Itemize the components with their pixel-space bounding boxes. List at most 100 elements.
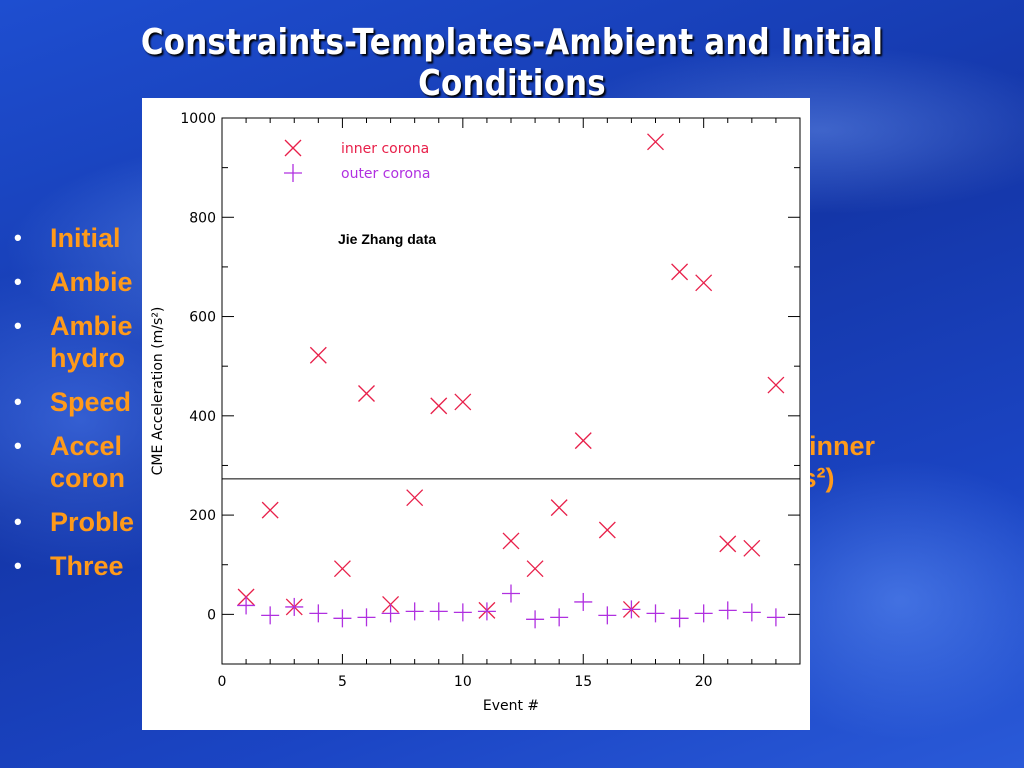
y-tick-label: 200 bbox=[189, 508, 216, 524]
axis-ticks bbox=[221, 117, 801, 665]
marker-stroke bbox=[767, 376, 785, 394]
bullet-text: Initial bbox=[50, 223, 121, 253]
y-tick-label: 0 bbox=[207, 607, 216, 623]
legend-marker-inner-corona bbox=[284, 139, 302, 157]
bullet-text: Speed bbox=[50, 387, 132, 417]
marker-stroke bbox=[358, 385, 375, 402]
inner-corona-point bbox=[743, 539, 761, 557]
plot-frame bbox=[221, 117, 801, 665]
bullet-text: Three bbox=[50, 551, 124, 581]
outer-corona-point bbox=[742, 603, 761, 622]
inner-corona-point bbox=[767, 376, 785, 394]
outer-corona-point bbox=[309, 604, 328, 623]
outer-corona-point bbox=[718, 601, 737, 620]
y-tick-label: 800 bbox=[189, 210, 216, 226]
marker-stroke bbox=[671, 263, 689, 281]
outer-corona-point bbox=[237, 596, 256, 615]
inner-corona-point bbox=[261, 501, 279, 519]
outer-corona-point bbox=[574, 592, 593, 611]
outer-corona-point bbox=[381, 604, 400, 623]
data-points bbox=[237, 133, 785, 629]
outer-corona-point bbox=[261, 606, 280, 625]
outer-corona-point bbox=[333, 609, 352, 628]
marker-stroke bbox=[430, 397, 448, 415]
marker-stroke bbox=[550, 499, 568, 517]
outer-corona-point bbox=[694, 604, 713, 623]
marker-stroke bbox=[719, 535, 737, 553]
marker-stroke bbox=[598, 521, 616, 539]
marker-stroke bbox=[502, 532, 520, 550]
bullet-symbol: • bbox=[14, 553, 22, 578]
outer-corona-point bbox=[357, 608, 376, 627]
marker-stroke bbox=[743, 539, 761, 557]
outer-corona-point bbox=[766, 608, 785, 627]
bullet-symbol: • bbox=[14, 433, 22, 458]
y-tick-label: 400 bbox=[189, 409, 216, 425]
slide-title: Constraints-Templates-Ambient and Initia… bbox=[140, 22, 884, 104]
inner-corona-point bbox=[309, 346, 327, 364]
y-axis-label: CME Acceleration (m/s²) bbox=[150, 307, 166, 476]
x-axis-label: Event # bbox=[483, 698, 539, 714]
bullet-symbol: • bbox=[14, 389, 22, 414]
outer-corona-point bbox=[453, 603, 472, 622]
bullet-text-line2: hydro bbox=[50, 343, 126, 373]
bullet-symbol: • bbox=[14, 269, 22, 294]
marker-stroke bbox=[526, 560, 544, 578]
inner-corona-point bbox=[719, 535, 737, 553]
marker-stroke bbox=[406, 489, 424, 507]
outer-corona-point bbox=[285, 597, 304, 616]
x-tick-label: 5 bbox=[338, 674, 347, 690]
x-tick-label: 15 bbox=[574, 674, 592, 690]
inner-corona-point bbox=[406, 489, 424, 507]
marker-stroke bbox=[695, 274, 713, 292]
bullet-text: Accel bbox=[50, 431, 123, 461]
inner-corona-point bbox=[454, 393, 472, 411]
inner-corona-point bbox=[526, 560, 544, 578]
inner-corona-point bbox=[550, 499, 568, 517]
y-tick-label: 600 bbox=[189, 310, 216, 326]
chart-legend: inner corona outer corona bbox=[284, 139, 430, 182]
bullet-text: Ambie bbox=[50, 311, 133, 341]
bullet-item: • Ambie bbox=[14, 266, 994, 298]
bullet-symbol: • bbox=[14, 313, 22, 338]
outer-corona-point bbox=[550, 608, 569, 627]
inner-corona-point bbox=[647, 133, 664, 151]
legend-label: inner corona bbox=[341, 141, 429, 157]
outer-corona-point bbox=[405, 602, 424, 621]
legend-label: outer corona bbox=[341, 166, 430, 182]
marker-stroke bbox=[647, 133, 664, 151]
marker-stroke bbox=[454, 393, 472, 411]
x-tick-label: 20 bbox=[695, 674, 713, 690]
inner-corona-point bbox=[574, 432, 592, 450]
outer-corona-point bbox=[477, 602, 496, 621]
chart-panel: 0 5 10 15 20 0 200 400 600 800 1000 CME Accelerati… bbox=[142, 98, 810, 730]
inner-corona-point bbox=[695, 274, 713, 292]
marker-stroke bbox=[333, 560, 351, 578]
x-tick-label: 0 bbox=[218, 674, 227, 690]
bullet-text: Ambie bbox=[50, 267, 133, 297]
legend-marker-outer-corona bbox=[284, 164, 302, 182]
bullet-text-line2: coron bbox=[50, 463, 126, 493]
outer-corona-point bbox=[429, 602, 448, 621]
marker-stroke bbox=[574, 432, 592, 450]
inner-corona-point bbox=[502, 532, 520, 550]
bullet-text: Proble bbox=[50, 507, 135, 537]
marker-stroke bbox=[284, 139, 302, 157]
x-tick-label: 10 bbox=[454, 674, 472, 690]
marker-stroke bbox=[261, 501, 279, 519]
bullet-item: • Speed bbox=[14, 386, 994, 418]
bullet-symbol: • bbox=[14, 509, 22, 534]
bullet-item: • Proble bbox=[14, 506, 994, 538]
outer-corona-point bbox=[526, 610, 545, 629]
inner-corona-point bbox=[598, 521, 616, 539]
bullet-item: • Ambie hydro bbox=[14, 310, 994, 374]
inner-corona-point bbox=[430, 397, 448, 415]
bullet-symbol: • bbox=[14, 225, 22, 250]
marker-stroke bbox=[309, 346, 327, 364]
outer-corona-point bbox=[622, 600, 641, 619]
outer-corona-point bbox=[670, 609, 689, 628]
bullet-item: • Three bbox=[14, 550, 994, 582]
outer-corona-point bbox=[598, 606, 617, 625]
